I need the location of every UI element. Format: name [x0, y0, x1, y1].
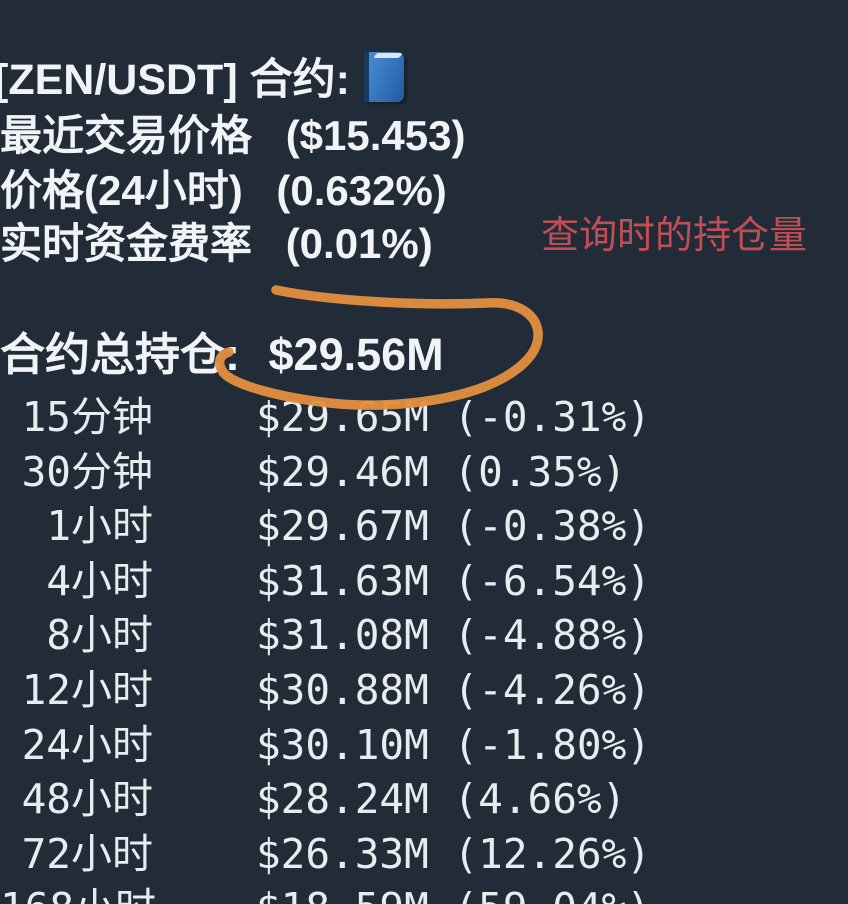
period-label: 12小时 — [21, 666, 153, 714]
table-row: 15分钟 $29.65M (-0.31%) — [0, 390, 848, 445]
table-row: 8小时 $31.08M (-4.88%) — [0, 608, 848, 663]
funding-rate-line: 实时资金费率 (0.01%) — [0, 216, 433, 272]
table-row: 4小时 $31.63M (-6.54%) — [0, 554, 848, 609]
oi-value: $29.46M — [256, 448, 429, 496]
oi-change: (-0.38%) — [453, 502, 651, 550]
period-label: 4小时 — [46, 557, 153, 605]
oi-value: $29.65M — [256, 393, 429, 441]
period-label: 48小时 — [21, 775, 153, 823]
period-label: 15分钟 — [21, 393, 153, 441]
table-row: 72小时 $26.33M (12.26%) — [0, 827, 848, 882]
period-label: 168小时 — [0, 881, 156, 904]
blue-book-icon — [363, 52, 404, 102]
oi-change: (-6.54%) — [453, 557, 651, 605]
pair-title-text: [ZEN/USDT] 合约: — [0, 56, 350, 104]
price-24h-line: 价格(24小时) (0.632%) — [0, 163, 447, 219]
last-price-line: 最近交易价格 ($15.453) — [0, 108, 465, 164]
table-row: 24小时 $30.10M (-1.80%) — [0, 718, 848, 773]
period-label: 8小时 — [46, 611, 153, 659]
oi-change: (12.26%) — [453, 830, 651, 878]
pair-title: [ZEN/USDT] 合约: — [0, 52, 404, 108]
oi-value: $31.63M — [256, 557, 429, 605]
oi-value: $30.88M — [256, 666, 429, 714]
funding-rate-label: 实时资金费率 — [0, 220, 253, 267]
handwritten-annotation: 查询时的持仓量 — [541, 215, 808, 257]
oi-value: $29.67M — [256, 502, 429, 550]
period-label: 1小时 — [46, 502, 153, 550]
last-price-label: 最近交易价格 — [0, 112, 253, 159]
open-interest-title-label: 合约总持仓: — [0, 329, 240, 380]
price-24h-value: (0.632%) — [276, 167, 447, 214]
oi-change: (-0.31%) — [453, 393, 651, 441]
table-row: 1小时 $29.67M (-0.38%) — [0, 499, 848, 554]
last-price-value: ($15.453) — [285, 112, 466, 159]
oi-value: $18.59M — [256, 884, 429, 904]
oi-change: (59.04%) — [453, 884, 650, 904]
price-24h-label: 价格(24小时) — [0, 167, 243, 214]
funding-rate-value: (0.01%) — [285, 220, 433, 267]
oi-change: (-4.88%) — [453, 611, 651, 659]
oi-change: (-1.80%) — [453, 721, 651, 769]
period-label: 24小时 — [21, 721, 153, 769]
oi-change: (-4.26%) — [453, 666, 651, 714]
period-label: 72小时 — [21, 830, 153, 878]
oi-value: $28.24M — [256, 775, 429, 823]
table-row: 168小时 $18.59M (59.04%) — [0, 881, 848, 904]
table-row: 12小时 $30.88M (-4.26%) — [0, 663, 848, 718]
period-label: 30分钟 — [21, 448, 153, 496]
oi-change: (0.35%) — [453, 448, 627, 496]
oi-value: $26.33M — [256, 830, 429, 878]
table-row: 48小时 $28.24M (4.66%) — [0, 772, 848, 827]
oi-value: $31.08M — [256, 611, 429, 659]
oi-value: $30.10M — [256, 721, 429, 769]
oi-change: (4.66%) — [453, 775, 627, 823]
table-row: 30分钟 $29.46M (0.35%) — [0, 445, 848, 500]
